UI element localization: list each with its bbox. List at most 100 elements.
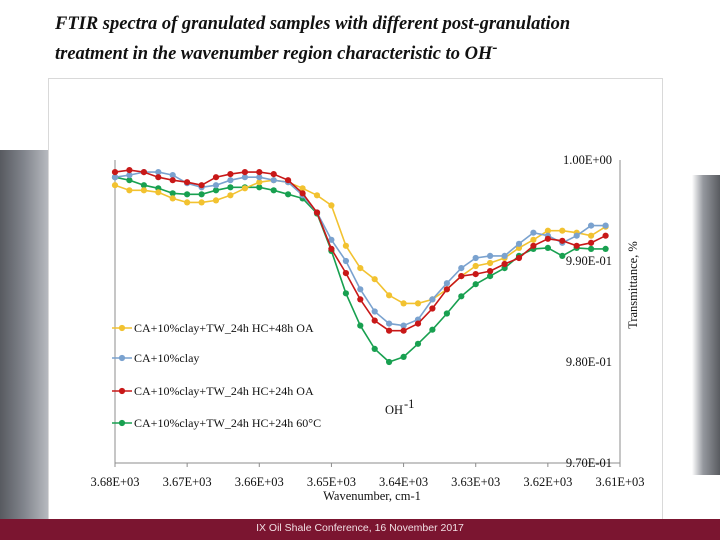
x-tick-label: 3.63E+03: [451, 475, 500, 489]
x-tick-label: 3.64E+03: [379, 475, 428, 489]
data-point: [458, 273, 465, 280]
data-point: [140, 169, 147, 176]
data-point: [227, 171, 234, 178]
data-point: [328, 236, 335, 243]
legend-label: CA+10%clay: [134, 351, 199, 365]
data-point: [400, 322, 407, 329]
data-point: [155, 169, 162, 176]
data-point: [342, 242, 349, 249]
legend-swatch-marker: [118, 387, 126, 395]
data-point: [530, 242, 537, 249]
data-point: [429, 326, 436, 333]
data-point: [111, 174, 119, 181]
data-point: [530, 229, 537, 236]
data-point: [285, 177, 292, 184]
data-point: [241, 174, 248, 181]
data-point: [371, 345, 378, 352]
data-point: [414, 340, 422, 347]
data-point: [184, 179, 191, 186]
legend-label: CA+10%clay+TW_24h HC+24h OA: [134, 384, 314, 398]
data-point: [198, 199, 205, 206]
data-point: [544, 235, 552, 242]
x-tick-label: 3.62E+03: [523, 475, 572, 489]
data-point: [169, 190, 176, 197]
data-point: [256, 169, 263, 176]
data-point: [588, 232, 595, 239]
data-point: [400, 353, 407, 360]
slide-title-line1: FTIR spectra of granulated samples with …: [55, 14, 571, 34]
chart-axes-layer: [114, 160, 621, 467]
data-point: [544, 244, 552, 251]
data-point: [472, 271, 479, 278]
y-tick-label: 9.70E-01: [566, 456, 612, 470]
data-point: [515, 254, 523, 262]
data-point: [602, 245, 609, 252]
data-point: [227, 192, 234, 199]
data-point: [573, 242, 580, 249]
data-point: [357, 265, 364, 272]
data-point: [559, 227, 566, 234]
x-axis-title: Wavenumber, cm-1: [323, 489, 421, 503]
data-point: [429, 296, 436, 303]
slide-title-line2-text: treatment in the wavenumber region chara…: [55, 44, 493, 65]
legend-label: CA+10%clay+TW_24h HC+48h OA: [134, 321, 314, 335]
data-point: [588, 245, 595, 252]
legend-swatch-marker: [118, 419, 126, 427]
legend-swatch-marker: [118, 324, 126, 332]
data-point: [443, 280, 450, 287]
data-point: [241, 169, 248, 176]
data-point: [328, 245, 335, 252]
data-point: [256, 174, 263, 181]
data-point: [140, 187, 147, 194]
y-tick-label: 1.00E+00: [563, 153, 612, 167]
legend-label: CA+10%clay+TW_24h HC+24h 60°C: [134, 416, 321, 430]
data-point: [299, 190, 306, 197]
data-point: [270, 177, 277, 184]
data-point: [169, 177, 176, 184]
x-tick-label: 3.65E+03: [307, 475, 356, 489]
data-point: [400, 300, 407, 307]
data-point: [414, 300, 422, 307]
data-point: [126, 177, 133, 184]
data-point: [184, 199, 191, 206]
chart-frame: [48, 78, 663, 521]
data-point: [573, 232, 580, 239]
x-tick-label: 3.67E+03: [163, 475, 212, 489]
data-point: [386, 327, 393, 334]
data-point: [357, 322, 364, 329]
data-point: [169, 172, 176, 179]
data-point: [111, 182, 119, 189]
data-point: [299, 185, 306, 192]
y-tick-label: 9.80E-01: [566, 355, 612, 369]
data-point: [313, 209, 321, 216]
footer-text: IX Oil Shale Conference, 16 November 201…: [256, 522, 464, 534]
ftir-chart: 3.68E+03 3.67E+03 3.66E+03 3.65E+03 3.64E+03…: [90, 153, 644, 503]
data-point: [515, 240, 523, 247]
data-point: [544, 227, 552, 234]
data-point: [386, 292, 393, 299]
oh-annotation-superscript: -1: [404, 397, 414, 411]
data-point: [458, 265, 465, 272]
data-point: [155, 174, 162, 181]
y-tick-label: 9.90E-01: [566, 254, 612, 268]
data-point: [198, 191, 205, 198]
data-point: [212, 197, 220, 204]
data-point: [227, 177, 234, 184]
data-point: [588, 239, 595, 246]
data-point: [487, 273, 494, 280]
data-point: [414, 320, 422, 327]
data-point: [357, 286, 364, 293]
data-point: [487, 252, 494, 259]
legend-swatch-marker: [118, 354, 126, 362]
data-point: [487, 268, 494, 275]
data-point: [285, 191, 292, 198]
data-point: [328, 202, 335, 209]
slide-title-superscript: -: [492, 39, 498, 56]
data-point: [342, 257, 349, 265]
data-point: [530, 236, 537, 243]
data-point: [313, 192, 321, 199]
data-point: [559, 237, 566, 244]
data-point: [241, 185, 248, 192]
data-point: [342, 290, 349, 297]
x-tick-label: 3.61E+03: [595, 475, 644, 489]
